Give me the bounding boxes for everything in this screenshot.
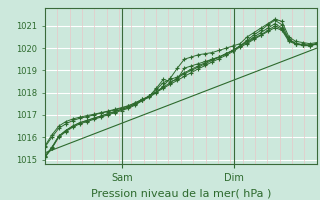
X-axis label: Pression niveau de la mer( hPa ): Pression niveau de la mer( hPa ) [91,189,271,199]
